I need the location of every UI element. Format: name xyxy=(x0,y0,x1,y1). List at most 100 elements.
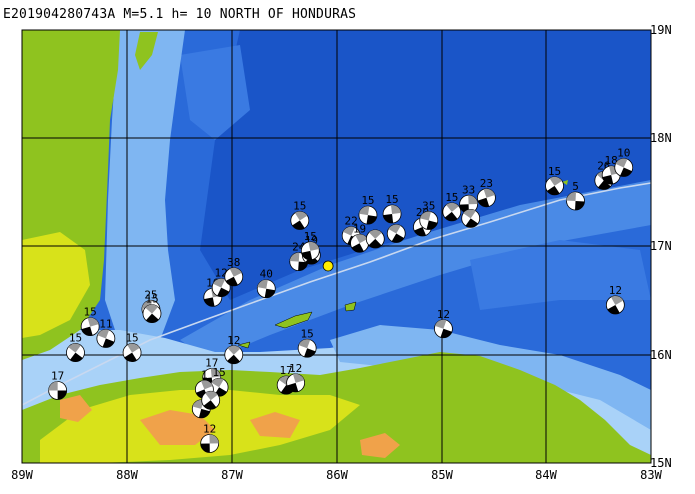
mechanism-depth-label: 40 xyxy=(260,268,273,281)
mechanism-quadrant xyxy=(289,252,300,262)
bay-island-utila xyxy=(237,341,251,349)
mechanism-quadrant xyxy=(465,218,479,228)
focal-mechanism: 12 xyxy=(286,362,306,393)
focal-mechanism: 19 xyxy=(350,222,369,253)
focal-mechanism: 15 xyxy=(300,230,320,261)
lon-label-85w: 85W xyxy=(431,468,453,482)
epicenter-marker xyxy=(322,260,334,272)
mechanism-quadrant xyxy=(68,343,81,353)
mechanism-quadrant xyxy=(198,408,210,418)
mechanism-quadrant xyxy=(434,319,447,329)
lon-label-86w: 86W xyxy=(326,468,348,482)
bay-island-roatan xyxy=(274,311,313,329)
deep-ocean-trough xyxy=(200,30,651,300)
mechanism-depth-label: 11 xyxy=(99,318,112,331)
mechanism-depth-label: 15 xyxy=(212,366,225,379)
mechanism-depth-label: 15 xyxy=(69,332,82,345)
focal-mechanism: 23 xyxy=(477,177,496,208)
mechanism-depth-label: 19 xyxy=(353,222,366,235)
mechanism-quadrant xyxy=(210,368,221,378)
mechanism-depth-label: 12 xyxy=(227,334,240,347)
belize-upland xyxy=(22,232,90,338)
focal-mechanism: 15 xyxy=(442,191,462,222)
mechanism-quadrant xyxy=(127,343,140,353)
lat-label-17n: 17N xyxy=(650,239,672,253)
focal-mechanism: 15 xyxy=(122,332,142,362)
mechanism-depth-label: 35 xyxy=(422,200,435,213)
mechanism-quadrant xyxy=(264,288,276,298)
mechanism-quadrant xyxy=(192,399,204,409)
mechanism-quadrant xyxy=(227,354,240,364)
focal-mechanism: 12 xyxy=(211,267,231,298)
mechanism-depth-label: 15 xyxy=(548,165,561,178)
mechanism-quadrant xyxy=(294,211,308,221)
lat-label-15n: 15N xyxy=(650,456,672,470)
mechanism-depth-label: 12 xyxy=(289,362,302,375)
swan-island xyxy=(562,180,568,185)
mechanism-depth-label: 15 xyxy=(445,191,458,204)
mechanism-depth-label: 15 xyxy=(293,200,306,213)
mechanism-quadrant xyxy=(477,197,490,207)
mechanism-depth-label: 22 xyxy=(345,215,358,228)
mechanism-quadrant xyxy=(70,352,83,362)
mechanism-depth-label: 12 xyxy=(437,308,450,321)
mechanism-depth-label: 15 xyxy=(385,193,398,206)
mechanism-quadrant xyxy=(598,180,611,190)
mechanism-depth-label: 18 xyxy=(605,154,618,167)
mechanism-quadrant xyxy=(610,295,624,305)
lon-label-84w: 84W xyxy=(535,468,557,482)
mechanism-depth-label: 17 xyxy=(205,356,218,369)
mechanism-quadrant xyxy=(483,188,495,198)
mechanism-depth-label: 12 xyxy=(203,423,216,436)
mechanism-quadrant xyxy=(81,326,93,336)
mechanism-quadrant xyxy=(280,385,294,395)
mechanism-quadrant xyxy=(383,214,394,224)
honduras-highland-1 xyxy=(140,410,215,445)
mechanism-quadrant xyxy=(566,192,576,202)
mechanism-quadrant xyxy=(229,267,242,277)
mechanism-quadrant xyxy=(391,233,405,243)
mechanism-quadrant xyxy=(607,304,620,314)
mechanism-quadrant xyxy=(205,391,218,401)
mechanism-quadrant xyxy=(368,238,382,248)
mechanism-quadrant xyxy=(369,229,382,239)
lat-label-16n: 16N xyxy=(650,348,672,362)
mechanism-quadrant xyxy=(446,202,459,212)
lon-label-83w: 83W xyxy=(640,468,662,482)
lon-label-89w: 89W xyxy=(11,468,33,482)
mechanism-depth-label: 15 xyxy=(84,306,97,319)
mechanism-quadrant xyxy=(366,215,377,225)
map-frame xyxy=(21,29,652,464)
focal-mechanism: 40 xyxy=(256,268,276,299)
mechanism-quadrant xyxy=(209,434,219,444)
mechanism-depth-label: 33 xyxy=(462,183,475,196)
bay-island-guanaja xyxy=(344,301,357,312)
mechanism-quadrant xyxy=(440,328,452,338)
lon-label-88w: 88W xyxy=(116,468,138,482)
focal-mechanism: 12 xyxy=(224,334,244,365)
mechanism-quadrant xyxy=(292,373,305,383)
event-title: E201904280743A M=5.1 h= 10 NORTH OF HOND… xyxy=(3,7,357,22)
mechanism-quadrant xyxy=(203,400,217,410)
mechanism-quadrant xyxy=(217,287,230,297)
lat-label-18n: 18N xyxy=(650,131,672,145)
focal-mechanism: 5 xyxy=(566,180,585,211)
mechanism-quadrant xyxy=(575,201,585,211)
focal-mechanism: 38 xyxy=(224,256,244,287)
focal-mechanism: 12 xyxy=(200,423,220,453)
honduras-highland-2 xyxy=(60,395,92,422)
mechanism-quadrant xyxy=(57,390,67,400)
mechanism-depth-label: 25 xyxy=(144,288,157,301)
mechanism-quadrant xyxy=(549,176,563,186)
mechanism-quadrant xyxy=(124,352,137,362)
focal-mechanism xyxy=(365,229,385,249)
mechanism-depth-label: 12 xyxy=(609,284,622,297)
mechanism-quadrant xyxy=(463,209,476,219)
mechanism-quadrant xyxy=(620,167,632,177)
mechanism-depth-label: 10 xyxy=(617,146,630,159)
mechanism-depth-label: 17 xyxy=(280,364,293,377)
mechanism-depth-label: 23 xyxy=(480,177,493,190)
mechanism-quadrant xyxy=(298,261,308,271)
focal-mechanism: 17 xyxy=(48,369,68,400)
